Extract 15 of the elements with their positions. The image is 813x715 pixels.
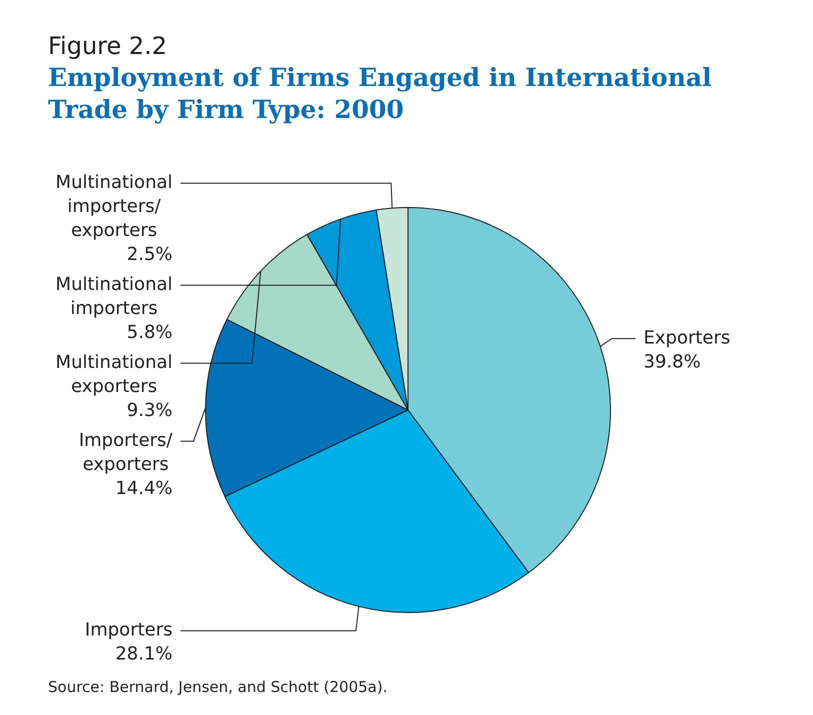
slice-label: Importers/exporters <box>78 430 174 475</box>
chart-title: Employment of Firms Engaged in International Trade by Firm Type: 2000 <box>48 62 713 126</box>
slice-label: Multinational importers/exporters <box>56 172 173 241</box>
data-label: 2.5% <box>126 244 172 265</box>
data-label: 28.1% <box>115 643 172 664</box>
data-label: 9.3% <box>126 400 172 421</box>
slice-label: Importers <box>84 619 172 640</box>
data-label: 39.8% <box>644 351 701 372</box>
source-note: Source: Bernard, Jensen, and Schott (2005a). <box>48 678 388 696</box>
slice-label: Multinational exporters <box>56 352 173 397</box>
slice-label: Exporters <box>644 327 730 348</box>
slice-label: Multinational importers <box>56 274 173 319</box>
data-label: 5.8% <box>126 322 172 343</box>
chart-subtitle: Figure 2.2 <box>48 32 168 60</box>
data-label: 14.4% <box>115 478 172 499</box>
